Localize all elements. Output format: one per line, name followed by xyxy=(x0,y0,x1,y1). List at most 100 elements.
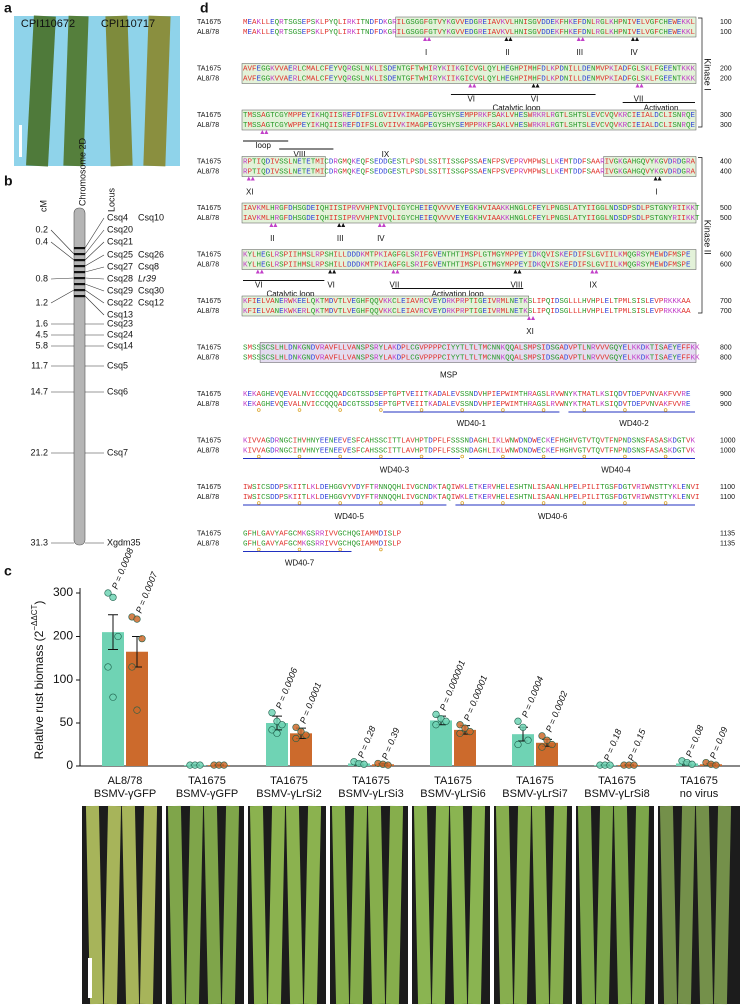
residue-run: N xyxy=(614,447,619,455)
residue-run: DE xyxy=(306,205,315,213)
residue-run: R xyxy=(275,437,280,445)
residue-run: S xyxy=(469,261,474,269)
residue-run: R xyxy=(433,65,438,73)
residue-run: FA xyxy=(645,447,655,455)
residue-run: G xyxy=(388,168,393,176)
sequence: KYLHEGLRSPIIHMSLRPSHILLDDDKMTPKIAGFGLSRI… xyxy=(243,251,690,259)
residue-run: F xyxy=(532,215,537,223)
cm-link xyxy=(50,289,75,304)
residue-run: Q xyxy=(614,401,619,409)
residue-run: L xyxy=(297,75,302,83)
residue-run: R xyxy=(672,205,677,213)
residue-run: V xyxy=(338,75,343,83)
residue-run: E xyxy=(591,122,596,130)
residue-run: K xyxy=(573,391,578,399)
residue-run: Q xyxy=(279,391,284,399)
residue-run: Q xyxy=(388,205,393,213)
residue-run: GH xyxy=(510,75,519,83)
residue-run: SY xyxy=(641,261,651,269)
residue-run: I xyxy=(528,251,533,259)
residue-run: P xyxy=(627,215,632,223)
residue-run: M xyxy=(297,540,302,548)
sequence-name: TA1675 xyxy=(197,65,221,72)
residue-run: KKK xyxy=(681,75,695,83)
residue-run: GTCGY xyxy=(266,122,289,130)
residue-run: NY xyxy=(564,401,574,409)
residue-run: IA xyxy=(614,65,624,73)
residue-run: S xyxy=(587,158,592,166)
residue-run: D xyxy=(288,205,293,213)
residue-dot xyxy=(257,454,261,459)
residue-run: LL xyxy=(546,158,555,166)
residue-run: C xyxy=(627,122,632,130)
residue-run: MP xyxy=(528,354,537,362)
residue-run: P xyxy=(618,19,623,27)
residue-run: N xyxy=(609,215,614,223)
residue-run: H xyxy=(483,401,488,409)
residue-run: DD xyxy=(573,158,582,166)
residue-run: L xyxy=(627,354,632,362)
residue-run: L xyxy=(523,205,528,213)
residue-run: R xyxy=(496,298,501,306)
residue-run: KK xyxy=(686,205,696,213)
residue-run: GG xyxy=(596,215,605,223)
residue-run: F xyxy=(609,437,614,445)
residue-run: VW xyxy=(555,401,565,409)
residue-run: K xyxy=(433,484,438,492)
residue-run: P xyxy=(374,251,379,259)
residue-run: H xyxy=(415,447,420,455)
position-number: 500 xyxy=(720,215,732,222)
residue-run: R xyxy=(279,19,284,27)
residue-run: GN xyxy=(302,354,311,362)
residue-run: IV xyxy=(379,205,389,213)
residue-run: R xyxy=(275,251,280,259)
residue-run: E xyxy=(261,261,266,269)
residue-run: SG xyxy=(550,354,559,362)
residue-run: K xyxy=(672,494,677,502)
residue-run: AL xyxy=(514,354,523,362)
residue-run: LI xyxy=(487,437,496,445)
residue-run: LP xyxy=(546,205,555,213)
residue-run: V xyxy=(275,391,280,399)
residue-run: A xyxy=(496,112,501,120)
residue-run: L xyxy=(559,494,564,502)
residue-dot xyxy=(379,408,383,412)
annotation: WD40-3 xyxy=(380,466,410,475)
residue-run: A xyxy=(559,344,564,352)
residue-run: H xyxy=(257,261,262,269)
residue-run: T xyxy=(437,494,442,502)
residue-run: D xyxy=(356,494,361,502)
residue-run: S xyxy=(338,122,343,130)
x-tick-label: BSMV-γLrSi7 xyxy=(502,788,567,800)
cm-link xyxy=(50,241,75,261)
residue-run: T xyxy=(370,494,375,502)
residue-run: TG xyxy=(388,401,397,409)
residue-run: AA xyxy=(681,308,691,316)
residue-run: SN xyxy=(672,112,681,120)
residue-run: EE xyxy=(297,298,306,306)
photo-gap xyxy=(490,806,494,1004)
residue-run: A xyxy=(663,354,668,362)
residue-run: L xyxy=(311,251,316,259)
residue-run: I xyxy=(464,65,469,73)
residue-run: S xyxy=(501,168,506,176)
residue-run: I xyxy=(257,158,262,166)
residue-run: N xyxy=(329,437,334,445)
data-point xyxy=(109,593,117,601)
residue-run: V xyxy=(587,447,592,455)
panel-label: b xyxy=(4,173,13,189)
residue-run: LIP xyxy=(532,308,546,316)
residue-run: K xyxy=(600,391,605,399)
residue-run: L xyxy=(306,494,311,502)
y-tick-label: 50 xyxy=(60,715,74,729)
residue-run: D xyxy=(329,158,334,166)
sequence: KEKAGHEVQEVALNVICCQQQ ADCGTSS DSEPTGPTVEII… xyxy=(243,391,690,399)
residue-dot xyxy=(338,501,342,505)
residue-run: E xyxy=(248,19,253,27)
residue-run: E xyxy=(428,215,433,223)
annotation: WD40-5 xyxy=(335,512,365,521)
residue-run: S xyxy=(388,530,393,538)
residue-run: H xyxy=(582,298,587,306)
residue-run: IMA xyxy=(406,112,420,120)
residue-run: D xyxy=(636,205,641,213)
